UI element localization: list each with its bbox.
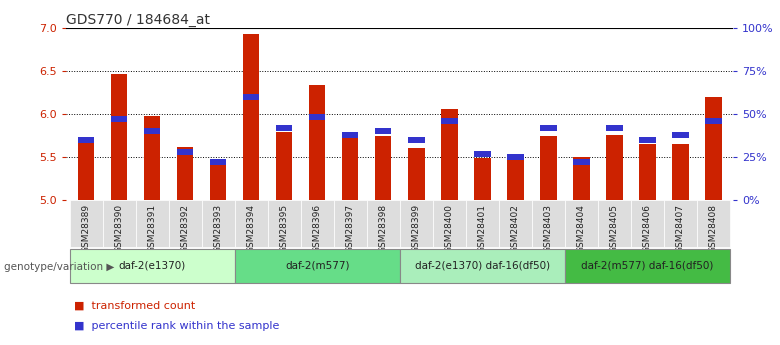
Bar	[111, 116, 127, 122]
Bar	[309, 114, 325, 120]
Text: GSM28392: GSM28392	[181, 204, 190, 253]
Text: GSM28391: GSM28391	[147, 204, 157, 253]
Text: GSM28406: GSM28406	[643, 204, 652, 253]
Bar	[705, 97, 722, 200]
Text: GSM28390: GSM28390	[115, 204, 123, 253]
Bar	[243, 93, 260, 100]
FancyBboxPatch shape	[399, 248, 565, 283]
Text: ■  transformed count: ■ transformed count	[74, 300, 195, 310]
Bar	[639, 144, 656, 200]
Bar	[177, 147, 193, 200]
Bar	[573, 157, 590, 200]
Text: GSM28405: GSM28405	[610, 204, 619, 253]
Text: GSM28397: GSM28397	[346, 204, 355, 253]
FancyBboxPatch shape	[301, 200, 334, 247]
Text: GSM28394: GSM28394	[246, 204, 256, 253]
Bar	[375, 128, 392, 134]
FancyBboxPatch shape	[532, 200, 565, 247]
Text: daf-2(m577): daf-2(m577)	[285, 261, 349, 270]
Bar	[375, 136, 392, 200]
FancyBboxPatch shape	[168, 200, 202, 247]
Bar	[573, 159, 590, 165]
Bar	[672, 131, 689, 138]
Bar	[606, 135, 622, 200]
FancyBboxPatch shape	[367, 200, 399, 247]
Text: GSM28399: GSM28399	[412, 204, 420, 253]
Text: GSM28395: GSM28395	[280, 204, 289, 253]
Text: GSM28403: GSM28403	[544, 204, 553, 253]
Text: GSM28408: GSM28408	[709, 204, 718, 253]
FancyBboxPatch shape	[103, 200, 136, 247]
Bar	[507, 156, 523, 200]
FancyBboxPatch shape	[69, 200, 103, 247]
Bar	[144, 117, 161, 200]
Text: GSM28407: GSM28407	[676, 204, 685, 253]
FancyBboxPatch shape	[565, 248, 730, 283]
Bar	[540, 136, 557, 200]
Bar	[78, 141, 94, 200]
Text: genotype/variation ▶: genotype/variation ▶	[4, 263, 115, 272]
Text: GSM28402: GSM28402	[511, 204, 519, 253]
Text: GSM28400: GSM28400	[445, 204, 454, 253]
FancyBboxPatch shape	[268, 200, 301, 247]
FancyBboxPatch shape	[664, 200, 697, 247]
Bar	[441, 118, 458, 124]
Bar	[210, 162, 226, 200]
Bar	[408, 148, 424, 200]
Bar	[408, 137, 424, 143]
Text: GSM28404: GSM28404	[577, 204, 586, 253]
Bar	[309, 85, 325, 200]
Bar	[441, 109, 458, 200]
FancyBboxPatch shape	[498, 200, 532, 247]
Bar	[276, 125, 292, 131]
FancyBboxPatch shape	[433, 200, 466, 247]
Bar	[342, 131, 359, 138]
Bar	[78, 137, 94, 143]
Bar	[672, 144, 689, 200]
Text: daf-2(e1370) daf-16(df50): daf-2(e1370) daf-16(df50)	[415, 261, 550, 270]
FancyBboxPatch shape	[631, 200, 664, 247]
Text: daf-2(e1370): daf-2(e1370)	[119, 261, 186, 270]
FancyBboxPatch shape	[697, 200, 730, 247]
FancyBboxPatch shape	[334, 200, 367, 247]
Bar	[474, 158, 491, 200]
Bar	[177, 149, 193, 155]
Text: daf-2(m577) daf-16(df50): daf-2(m577) daf-16(df50)	[581, 261, 714, 270]
Bar	[507, 154, 523, 160]
FancyBboxPatch shape	[235, 200, 268, 247]
Text: GSM28389: GSM28389	[82, 204, 90, 253]
FancyBboxPatch shape	[202, 200, 235, 247]
Bar	[606, 125, 622, 131]
Bar	[144, 128, 161, 134]
Bar	[474, 150, 491, 157]
Bar	[342, 135, 359, 200]
Bar	[639, 137, 656, 143]
Bar	[540, 125, 557, 131]
Text: ■  percentile rank within the sample: ■ percentile rank within the sample	[74, 321, 279, 331]
FancyBboxPatch shape	[136, 200, 168, 247]
Bar	[210, 159, 226, 165]
Bar	[111, 74, 127, 200]
FancyBboxPatch shape	[69, 248, 235, 283]
FancyBboxPatch shape	[235, 248, 399, 283]
FancyBboxPatch shape	[399, 200, 433, 247]
Text: GSM28396: GSM28396	[313, 204, 321, 253]
FancyBboxPatch shape	[466, 200, 498, 247]
FancyBboxPatch shape	[597, 200, 631, 247]
Text: GSM28398: GSM28398	[379, 204, 388, 253]
Text: GSM28401: GSM28401	[478, 204, 487, 253]
Text: GDS770 / 184684_at: GDS770 / 184684_at	[66, 12, 211, 27]
FancyBboxPatch shape	[565, 200, 597, 247]
Bar	[243, 34, 260, 200]
Bar	[705, 118, 722, 124]
Text: GSM28393: GSM28393	[214, 204, 222, 253]
Bar	[276, 132, 292, 200]
